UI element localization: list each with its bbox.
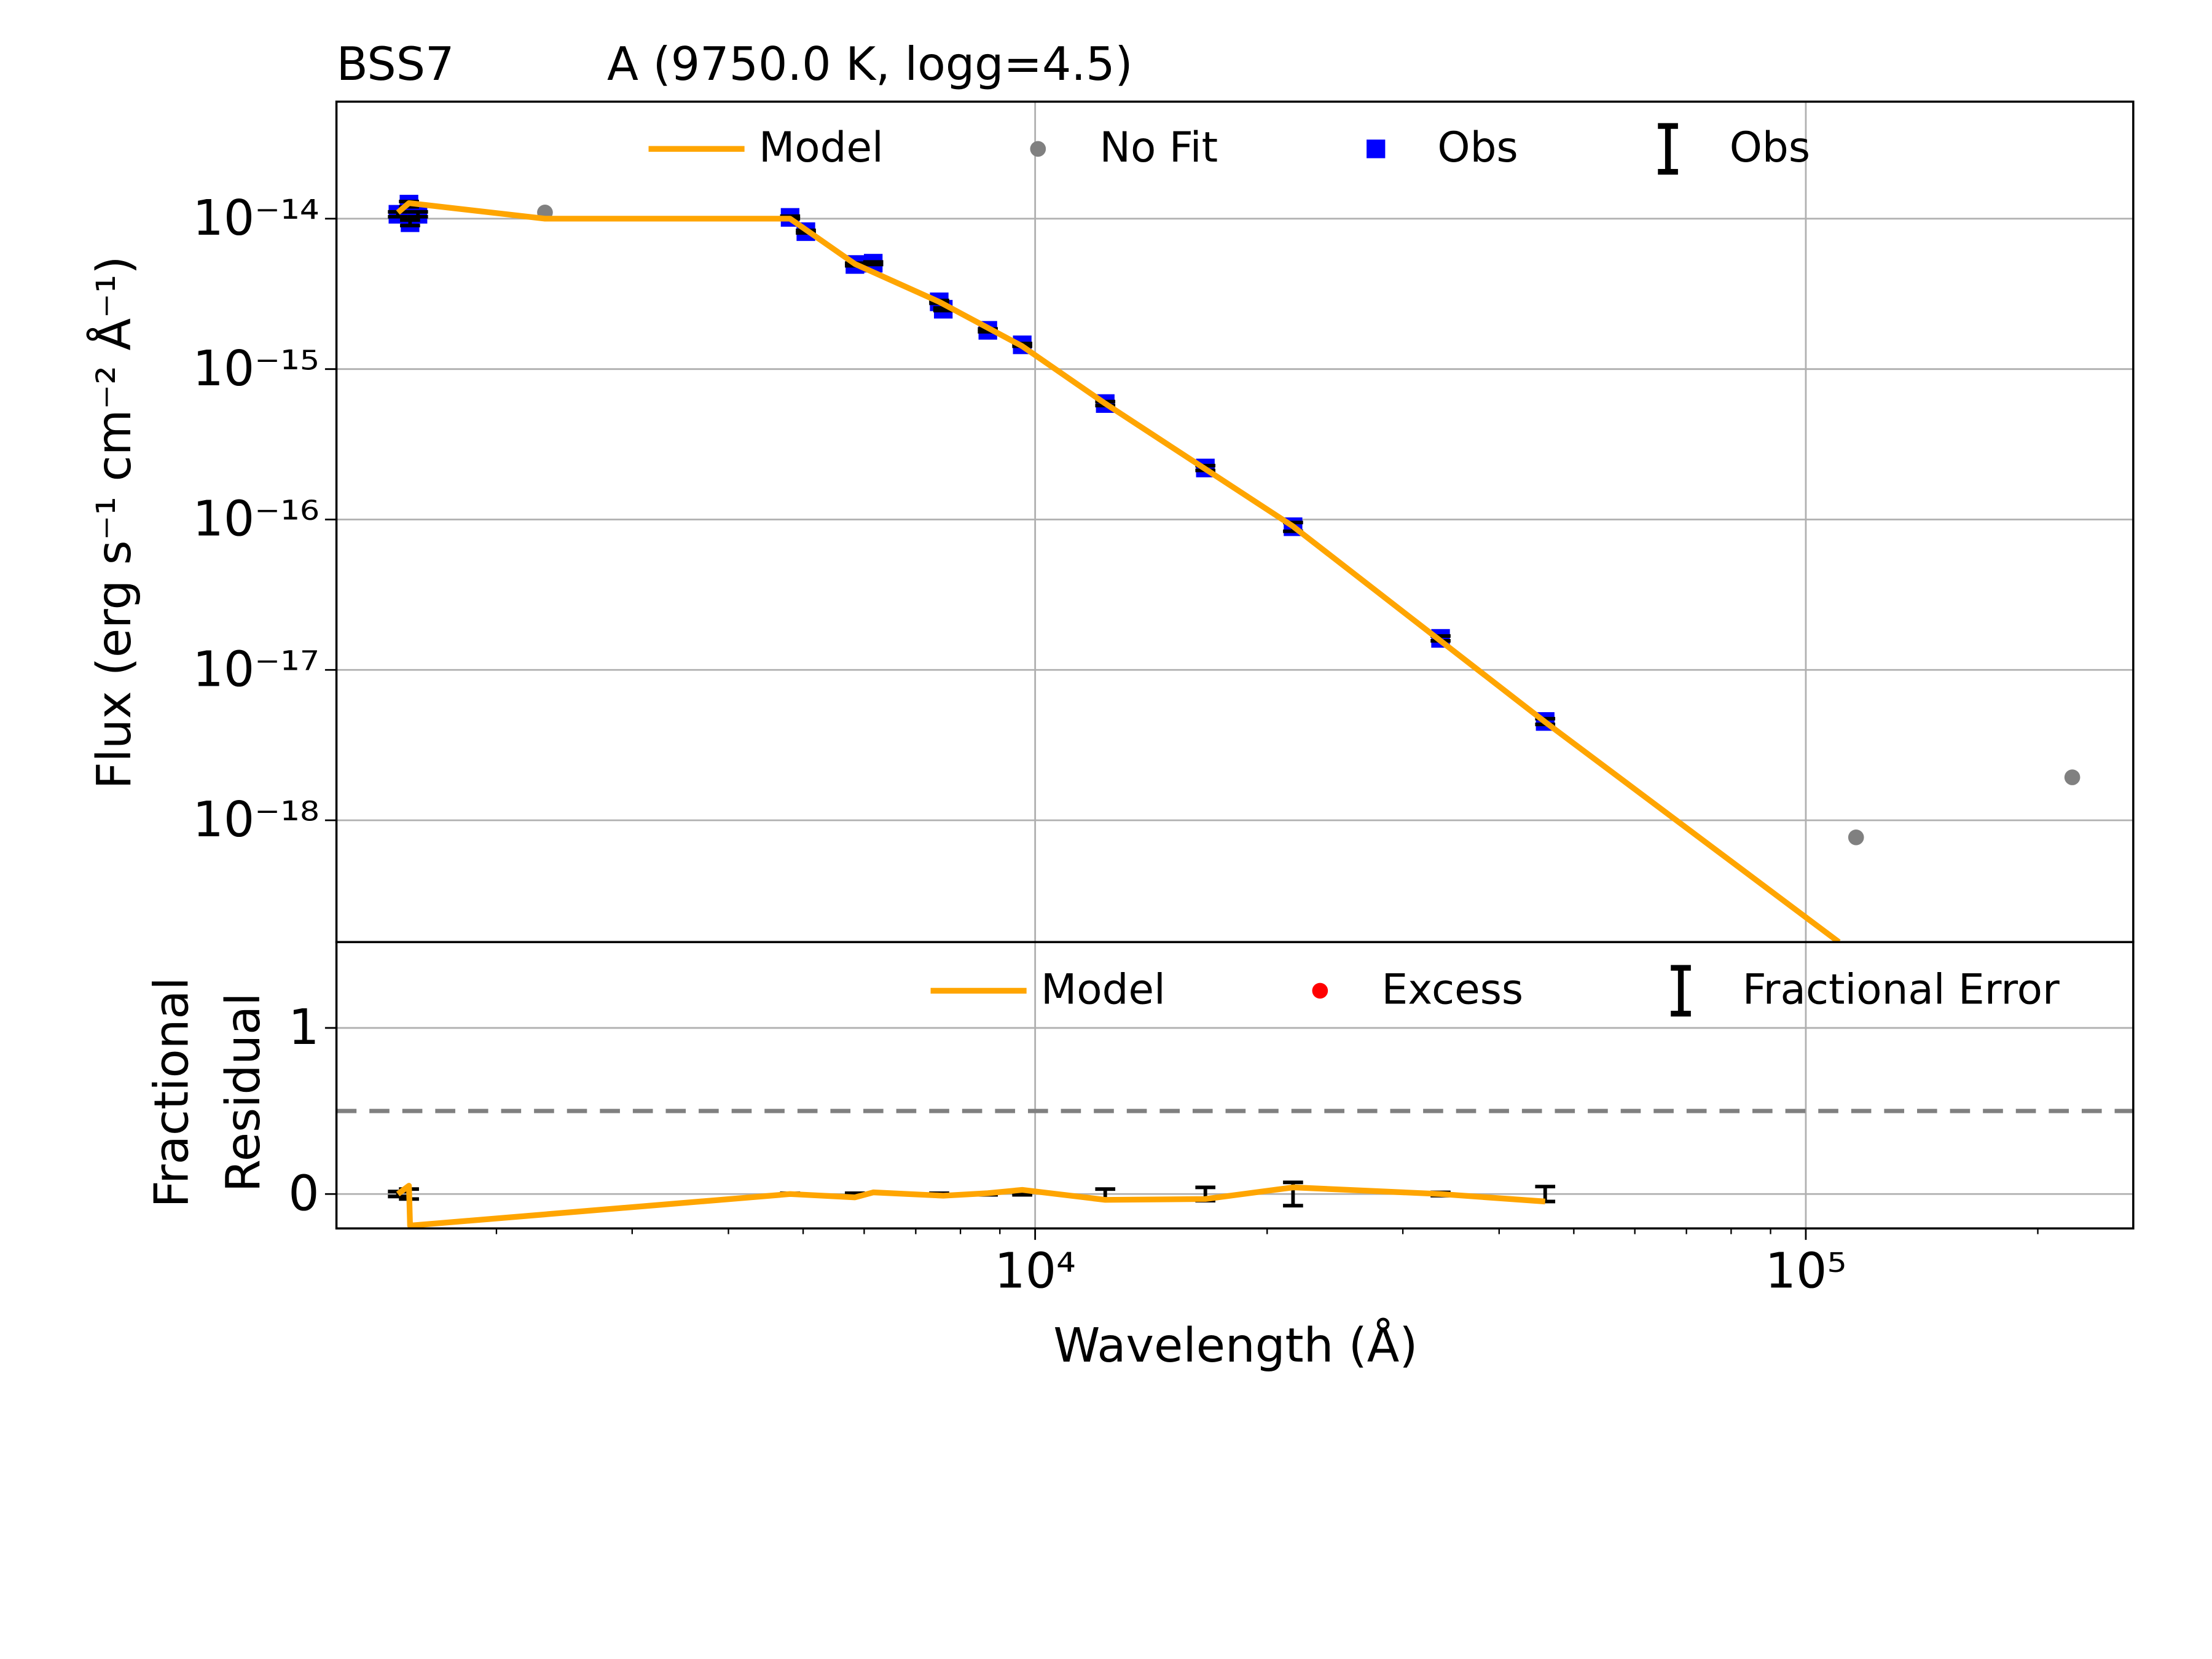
- legend-label: Obs: [1730, 123, 1810, 171]
- legend-item: Model: [930, 965, 1166, 1013]
- legend-item: Obs: [1367, 123, 1518, 171]
- y-tick-label: 10⁻¹⁶: [192, 490, 319, 547]
- chart-title: BSS7: [337, 37, 455, 91]
- y-tick-label: 10⁻¹⁴: [192, 189, 319, 246]
- legend-label: Model: [759, 123, 884, 171]
- point: [2064, 769, 2081, 785]
- plot-area: [336, 942, 2133, 1229]
- legend-item: No Fit: [1030, 123, 1218, 171]
- panel: 10⁻¹⁸ 10⁻¹⁷ 10⁻¹⁶ 10⁻¹⁵ 10⁻¹⁴ Model No Fit Obs O…: [192, 100, 2135, 943]
- legend-label: Obs: [1437, 123, 1518, 171]
- legend-item: Model: [648, 123, 884, 171]
- y-axis-label: Fractional: [144, 977, 199, 1207]
- y-axis-label: Flux (erg s⁻¹ cm⁻² Å⁻¹): [87, 256, 142, 790]
- model-line: [396, 1183, 1546, 1229]
- point: [1848, 829, 1864, 845]
- y-tick-label: 1: [288, 998, 319, 1056]
- error-bar: [863, 260, 884, 267]
- error-bar: [407, 210, 428, 219]
- legend-item: Fractional Error: [1671, 965, 2060, 1017]
- x-tick-label: 10⁴: [994, 1242, 1076, 1299]
- y-axis-label: Residual: [216, 993, 271, 1193]
- panel: 0 1 10⁴ 10⁵ Model Excess Fractional Error: [288, 941, 2135, 1299]
- x-tick-label: 10⁵: [1765, 1242, 1847, 1299]
- y-tick-label: 10⁻¹⁵: [192, 340, 319, 397]
- legend-item: Excess: [1312, 965, 1524, 1013]
- y-tick-label: 10⁻¹⁸: [192, 791, 319, 848]
- error-bar: [400, 218, 420, 228]
- y-tick-label: 10⁻¹⁷: [192, 640, 319, 697]
- legend-label: No Fit: [1100, 123, 1218, 171]
- plot-area: [336, 101, 2133, 943]
- y-tick-label: 0: [288, 1164, 319, 1222]
- legend-swatch: [1312, 982, 1328, 999]
- legend-label: Excess: [1382, 965, 1524, 1013]
- axes-frame: [335, 941, 2135, 1230]
- legend-label: Fractional Error: [1743, 965, 2060, 1013]
- legend-label: Model: [1041, 965, 1166, 1013]
- x-axis-label: Wavelength (Å): [1053, 1318, 1418, 1373]
- chart-subtitle: A (9750.0 K, logg=4.5): [607, 37, 1133, 91]
- legend-swatch: [1030, 141, 1046, 157]
- legend-swatch: [1367, 139, 1386, 159]
- model-line: [396, 200, 1841, 943]
- legend-item: Obs: [1658, 123, 1810, 175]
